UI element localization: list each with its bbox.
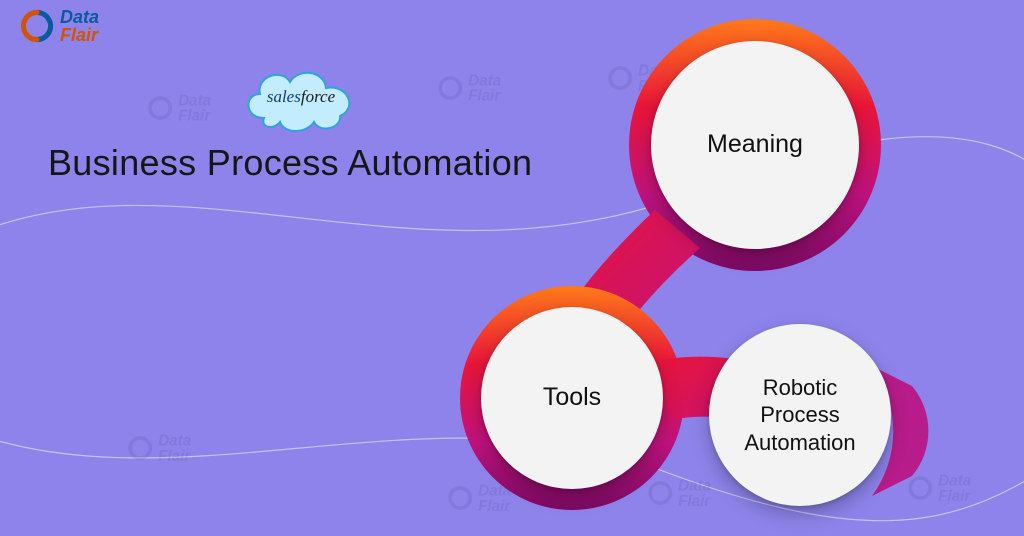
node-tools: Tools (481, 307, 663, 489)
node-tools-label: Tools (529, 382, 615, 413)
node-meaning-label: Meaning (693, 129, 817, 160)
salesforce-cloud: salesforce (236, 58, 366, 136)
cloud-prefix: sales (267, 87, 301, 107)
watermark: DataFlair (146, 93, 211, 124)
infographic-canvas: Data Flair DataFlair DataFlair DataFlair… (0, 0, 1024, 536)
node-rpa-label: Robotic Process Automation (709, 374, 891, 457)
cloud-suffix: force (301, 87, 335, 107)
salesforce-label: salesforce (236, 58, 366, 136)
node-rpa: Robotic Process Automation (709, 324, 891, 506)
brand-logo: Data Flair (20, 8, 99, 44)
brand-logo-icon (20, 9, 54, 43)
brand-logo-text: Data Flair (60, 8, 99, 44)
node-meaning: Meaning (651, 41, 859, 249)
watermark: DataFlair (126, 433, 191, 464)
brand-line2: Flair (60, 26, 99, 44)
concept-diagram: Meaning Tools Robotic Process Automation (420, 10, 1000, 530)
brand-line1: Data (60, 8, 99, 26)
